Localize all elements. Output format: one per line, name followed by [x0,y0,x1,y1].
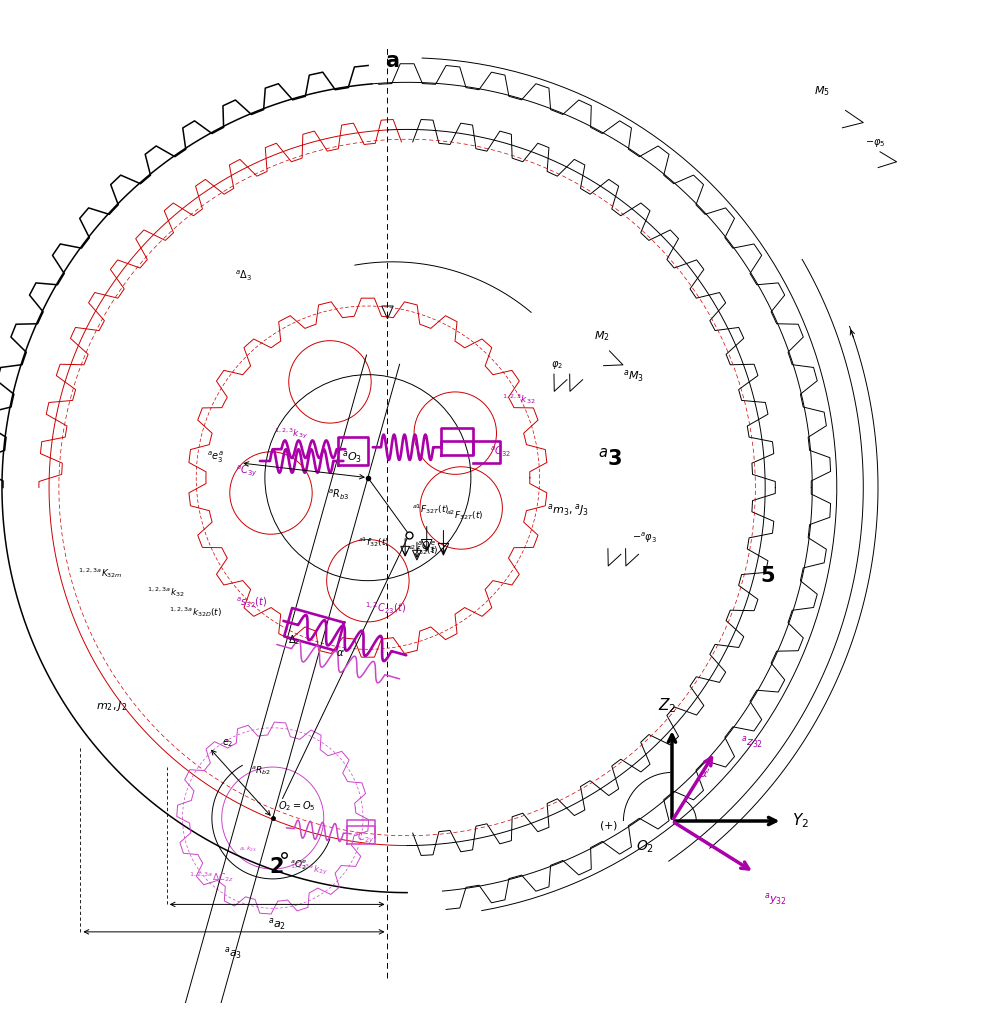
Text: $^aa_2$: $^aa_2$ [268,916,285,932]
Text: $^aR_{b2}$: $^aR_{b2}$ [251,764,271,777]
Text: $^{1,2,3}{}^ak_{32}$: $^{1,2,3}{}^ak_{32}$ [147,586,184,599]
Text: $^{a1}f_{32}(t)$: $^{a1}f_{32}(t)$ [358,536,389,550]
Text: $M_2$: $M_2$ [594,330,609,343]
Text: $(+)$: $(+)$ [599,819,618,833]
Text: $O_2{=}O_5$: $O_2{=}O_5$ [278,800,315,813]
Text: $^{1,2,3}k_{32}$: $^{1,2,3}k_{32}$ [502,392,536,407]
Text: $\mathbf{5}$: $\mathbf{5}$ [760,566,775,586]
Text: $^a\mathbf{3}$: $^a\mathbf{3}$ [598,447,623,469]
Text: $\Delta_2$: $\Delta_2$ [288,634,300,647]
Text: $^aC_{32}$: $^aC_{32}$ [490,445,512,460]
Text: $e_2$: $e_2$ [222,737,233,750]
Text: $\varphi_2$: $\varphi_2$ [551,358,563,371]
Text: $^{1,2}C_{23}(t)$: $^{1,2}C_{23}(t)$ [365,600,406,615]
Text: $^{1,2,3}{}^ak_{2y}$: $^{1,2,3}{}^ak_{2y}$ [290,862,329,877]
Text: $^aC_{3y}$: $^aC_{3y}$ [236,464,258,478]
Text: $^{a2}f_{32}(t)$: $^{a2}f_{32}(t)$ [407,544,439,557]
Text: $Z_2$: $Z_2$ [658,696,676,715]
Text: $^aC_{2y}$: $^aC_{2y}$ [353,830,375,845]
Text: $^aO_3$: $^aO_3$ [341,450,362,465]
Text: $^a\Delta_3$: $^a\Delta_3$ [234,269,252,284]
Text: $^aO^e_2$: $^aO^e_2$ [290,858,308,871]
Text: $^as_{32}(t)$: $^as_{32}(t)$ [235,595,267,609]
Text: $^{1,2,3}{}^aK_{32m}$: $^{1,2,3}{}^aK_{32m}$ [78,566,123,580]
Text: $\mathbf{a}$: $\mathbf{a}$ [386,51,399,71]
Text: $^{1,2,3}{}^ak_{32D}(t)$: $^{1,2,3}{}^ak_{32D}(t)$ [169,605,222,620]
Text: $^ay_{32}$: $^ay_{32}$ [763,891,787,907]
Text: $\mathbf{2}$: $\mathbf{2}$ [270,857,284,878]
Text: $\alpha'$: $\alpha'$ [336,647,346,659]
Text: $^aa_3$: $^aa_3$ [225,945,242,962]
Text: $^{a1}F_{32T}(t)$: $^{a1}F_{32T}(t)$ [412,502,449,516]
Text: $-^a\varphi_3$: $-^a\varphi_3$ [632,530,656,545]
Text: $\alpha'$: $\alpha'$ [699,767,711,780]
Text: $^az_{32}$: $^az_{32}$ [741,734,763,750]
Text: $^aO^e_3$: $^aO^e_3$ [417,540,436,555]
Text: $^am_3,{}^aJ_3$: $^am_3,{}^aJ_3$ [547,502,589,518]
Text: $^aR_{b3}$: $^aR_{b3}$ [328,488,349,503]
Text: $^{a,k_{23}}$: $^{a,k_{23}}$ [239,846,257,855]
Text: $^{a2}F_{32T}(t)$: $^{a2}F_{32T}(t)$ [446,508,484,522]
Text: $M_5$: $M_5$ [814,84,830,98]
Text: $^ae^a_3$: $^ae^a_3$ [207,450,225,465]
Text: $^aM_3$: $^aM_3$ [623,369,644,384]
Text: $O_2$: $O_2$ [637,839,654,855]
Text: $-\varphi_5$: $-\varphi_5$ [865,137,886,150]
Text: $m_2, J_2$: $m_2, J_2$ [96,699,128,714]
Text: $^{1,2,3}{}^a\Delta C_{2z}$: $^{1,2,3}{}^a\Delta C_{2z}$ [188,870,233,884]
Text: $^{1,2,3}k_{3y}$: $^{1,2,3}k_{3y}$ [274,427,308,441]
Text: $Y_2$: $Y_2$ [793,812,809,830]
